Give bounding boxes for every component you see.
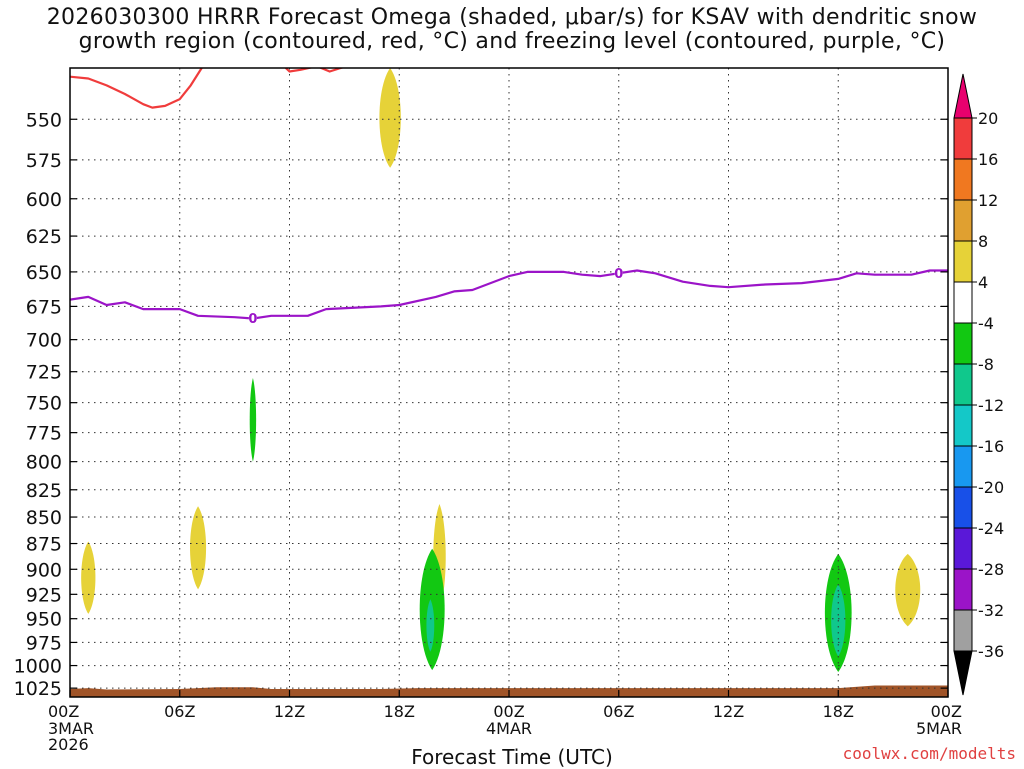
y-tick-label: 800 (26, 452, 62, 474)
y-tick-label: 700 (26, 330, 62, 352)
colorbar-box-6 (953, 322, 973, 365)
y-tick-label: 675 (26, 296, 62, 318)
x-tick-label: 00Z (493, 702, 524, 721)
x-tick-label: 18Z (823, 702, 854, 721)
y-tick-label: 575 (26, 150, 62, 172)
title-line-1: 2026030300 HRRR Forecast Omega (shaded, … (46, 5, 978, 30)
x-tick-label: 00Z (931, 702, 962, 721)
y-tick-label: 775 (26, 423, 62, 445)
colorbar-box-1 (953, 117, 973, 160)
colorbar-label: 16 (978, 150, 998, 169)
x-tick-sublabel: 2026 (48, 735, 89, 754)
y-tick-label: 650 (26, 262, 62, 284)
contour-series-0 (70, 68, 203, 109)
colorbar-box-3 (953, 199, 973, 242)
colorbar-label: -16 (978, 437, 1004, 456)
x-tick-label: 12Z (713, 702, 744, 721)
y-tick-label: 725 (26, 362, 62, 384)
colorbar: 20 16 12 8 4 -4 -8 -12 -16 -20 -24 -28 -32 -36 (953, 73, 1004, 696)
y-tick-label: 900 (26, 559, 62, 581)
colorbar-label: -28 (978, 560, 1004, 579)
y-tick-label: 600 (26, 189, 62, 211)
y-tick-label: 750 (26, 393, 62, 415)
y-tick-label: 825 (26, 480, 62, 502)
plot-area: 00 (70, 68, 948, 697)
site-credit: coolwx.com/modelts (842, 744, 1016, 763)
colorbar-label: 20 (978, 109, 998, 128)
colorbar-label: -32 (978, 601, 1004, 620)
title-line-2: growth region (contoured, red, °C) and f… (78, 29, 946, 54)
colorbar-box-9 (953, 445, 973, 488)
y-tick-label: 625 (26, 226, 62, 248)
y-tick-label: 875 (26, 534, 62, 556)
contour-label-bg-1 (614, 267, 623, 280)
x-tick-sublabel: 3MAR (48, 719, 94, 738)
omega-region-3 (190, 506, 207, 590)
contour-label-0: 0 (248, 312, 257, 327)
contour-series-2 (70, 269, 948, 320)
colorbar-label: -12 (978, 396, 1004, 415)
colorbar-label: -4 (978, 314, 994, 333)
omega-region-6 (426, 599, 435, 652)
y-tick-label: 850 (26, 507, 62, 529)
x-tick-sublabel: 5MAR (916, 719, 962, 738)
x-tick-sublabel: 4MAR (486, 719, 532, 738)
colorbar-top-arrow (953, 73, 973, 119)
colorbar-box-12 (953, 568, 973, 611)
y-tick-label: 925 (26, 584, 62, 606)
x-tick-label: 18Z (384, 702, 415, 721)
y-tick-label: 1025 (14, 678, 62, 700)
y-tick-label: 1000 (14, 656, 62, 678)
colorbar-box-13 (953, 609, 973, 652)
plot-clipped: 00 (70, 68, 948, 697)
colorbar-box-7 (953, 363, 973, 406)
contour-series-1 (285, 68, 345, 73)
x-tick-label: 12Z (274, 702, 305, 721)
colorbar-label: -24 (978, 519, 1004, 538)
x-tick-label: 06Z (164, 702, 195, 721)
contour-label-bg-0 (248, 312, 257, 325)
x-axis-label: Forecast Time (UTC) (411, 745, 613, 769)
colorbar-label: -8 (978, 355, 994, 374)
colorbar-bottom-arrow (953, 650, 973, 696)
x-tick-label: 06Z (603, 702, 634, 721)
colorbar-box-2 (953, 158, 973, 201)
contour-label-1: 0 (614, 267, 623, 282)
x-tick-label: 00Z (48, 702, 79, 721)
chart-title: 2026030300 HRRR Forecast Omega (shaded, … (0, 6, 1024, 54)
y-tick-label: 950 (26, 609, 62, 631)
y-tick-label: 975 (26, 632, 62, 654)
colorbar-label: -20 (978, 478, 1004, 497)
omega-region-2 (81, 541, 96, 614)
omega-region-0 (379, 68, 401, 168)
colorbar-label: 12 (978, 191, 998, 210)
colorbar-label: 8 (978, 232, 988, 251)
colorbar-box-5 (953, 281, 973, 324)
colorbar-box-8 (953, 404, 973, 447)
axes: 550 575 600 625 650 675 700 725 750 775 800 825 850 8… (14, 67, 962, 754)
omega-region-1 (249, 377, 257, 462)
colorbar-box-10 (953, 486, 973, 529)
y-tick-label: 550 (26, 109, 62, 131)
colorbar-box-11 (953, 527, 973, 570)
colorbar-label: -36 (978, 642, 1004, 661)
colorbar-box-4 (953, 240, 973, 283)
colorbar-label: 4 (978, 273, 988, 292)
omega-region-9 (895, 553, 921, 627)
